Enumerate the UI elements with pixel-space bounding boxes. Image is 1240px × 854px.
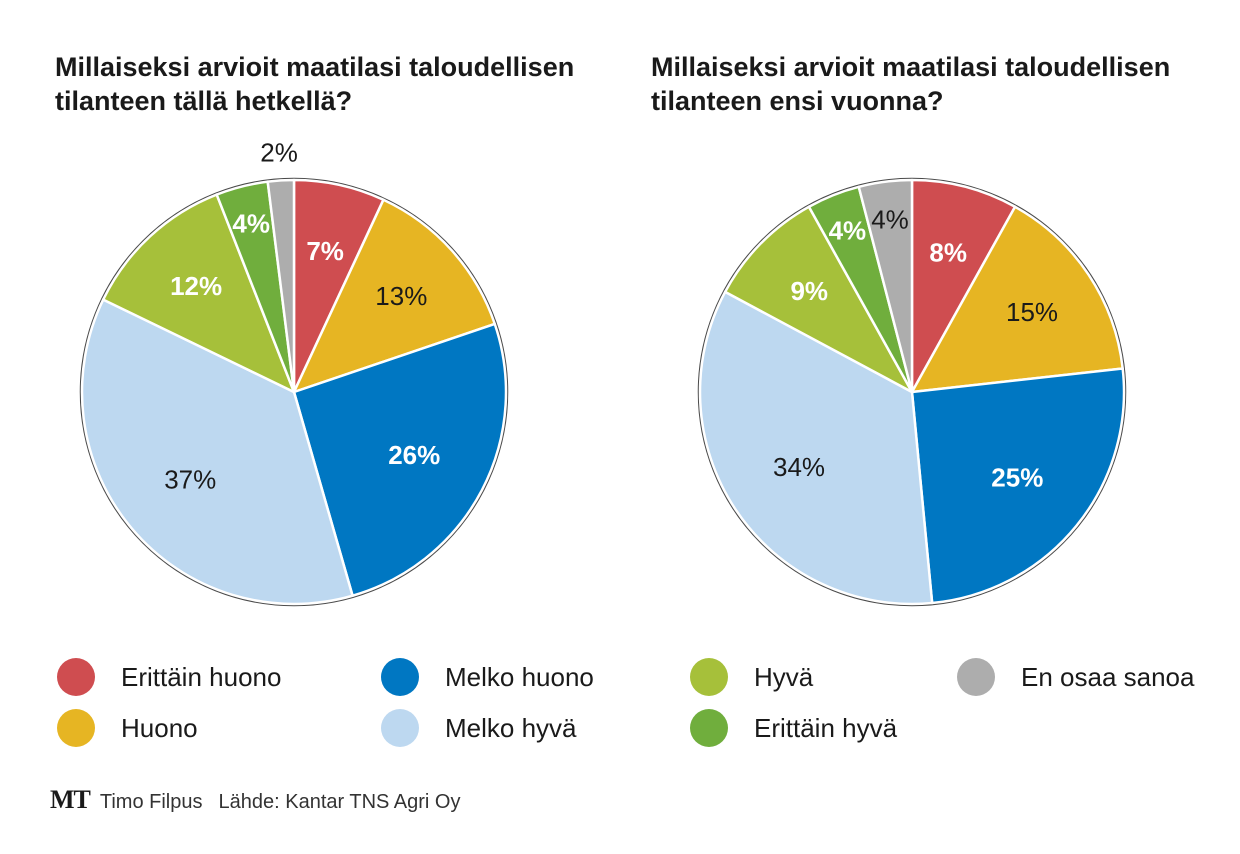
pie-slice-melko-huono bbox=[910, 367, 1126, 605]
pie-label-erittain-huono: 7% bbox=[306, 236, 344, 266]
pie-label-melko-huono: 26% bbox=[388, 440, 440, 470]
pie-label-en-osaa-sanoa: 4% bbox=[871, 205, 909, 235]
pie-label-melko-hyva: 34% bbox=[773, 452, 825, 482]
legend-item-huono: Huono bbox=[57, 708, 198, 748]
pie-slice-en-osaa-sanoa bbox=[857, 178, 914, 394]
pie-slice-melko-hyva bbox=[80, 298, 354, 606]
pie-label-erittain-hyva: 4% bbox=[232, 209, 270, 239]
legend-label: En osaa sanoa bbox=[1021, 661, 1195, 692]
pie-chart-next-year: Millaiseksi arvioit maatilasi taloudelli… bbox=[620, 0, 1240, 640]
legend-item-hyva: Hyvä bbox=[690, 657, 813, 697]
legend-label: Erittäin hyvä bbox=[754, 712, 898, 743]
pie-label-erittain-huono: 8% bbox=[929, 237, 967, 267]
pie-label-hyva: 12% bbox=[170, 271, 222, 301]
mt-logo: MT bbox=[50, 785, 91, 814]
legend-swatch bbox=[381, 709, 419, 747]
legend-swatch bbox=[57, 658, 95, 696]
footer-source: Lähde: Kantar TNS Agri Oy bbox=[218, 791, 461, 813]
pie-slice-melko-huono bbox=[292, 322, 508, 597]
footer: MT Timo Filpus Lähde: Kantar TNS Agri Oy bbox=[50, 785, 460, 819]
pie-label-huono: 15% bbox=[1006, 297, 1058, 327]
chart-title: Millaiseksi arvioit maatilasi taloudelli… bbox=[55, 52, 575, 116]
pie-chart-current: Millaiseksi arvioit maatilasi taloudelli… bbox=[0, 0, 620, 640]
pie-svg-next-year: 8%15%25%34%9%4% 4% bbox=[697, 177, 1127, 607]
legend-item-erittain-hyva: Erittäin hyvä bbox=[690, 708, 897, 748]
pie-slice-melko-hyva bbox=[698, 290, 934, 606]
pie-slice-hyva bbox=[101, 193, 296, 394]
pie-slice-huono bbox=[910, 205, 1124, 394]
legend-label: Melko huono bbox=[445, 661, 594, 692]
legend-item-melko-hyva: Melko hyvä bbox=[381, 708, 577, 748]
pie-label-melko-hyva: 37% bbox=[164, 464, 216, 494]
footer-author: Timo Filpus bbox=[99, 791, 203, 813]
legend-item-en-osaa-sanoa: En osaa sanoa bbox=[957, 657, 1194, 697]
legend-label: Melko hyvä bbox=[445, 712, 577, 743]
pie-slice-erittain-huono bbox=[910, 178, 1017, 394]
pie-label-erittain-hyva: 4% bbox=[829, 216, 867, 246]
legend-label: Hyvä bbox=[754, 661, 814, 692]
pie-label-melko-huono: 25% bbox=[991, 463, 1043, 493]
legend: Erittäin huono Huono Melko huono Melko h… bbox=[0, 652, 1240, 752]
pie-slice-huono bbox=[292, 198, 497, 394]
legend-label: Erittäin huono bbox=[121, 661, 282, 692]
pie-label-en-osaa-sanoa: 2% bbox=[260, 137, 298, 167]
legend-swatch bbox=[957, 658, 995, 696]
pie-label-hyva: 9% bbox=[790, 276, 828, 306]
chart-title: Millaiseksi arvioit maatilasi taloudelli… bbox=[651, 52, 1171, 116]
legend-swatch bbox=[690, 709, 728, 747]
legend-item-melko-huono: Melko huono bbox=[381, 657, 594, 697]
pie-label-huono: 13% bbox=[375, 281, 427, 311]
legend-swatch bbox=[690, 658, 728, 696]
pie-svg-current: 7% 13% 26% 37% 12% 4% 2% bbox=[79, 137, 509, 607]
pie-slice-hyva bbox=[723, 205, 914, 394]
legend-label: Huono bbox=[121, 712, 198, 743]
legend-item-erittain-huono: Erittäin huono bbox=[57, 657, 281, 697]
pie-slice-en-osaa-sanoa bbox=[266, 178, 296, 394]
legend-swatch bbox=[381, 658, 419, 696]
legend-swatch bbox=[57, 709, 95, 747]
